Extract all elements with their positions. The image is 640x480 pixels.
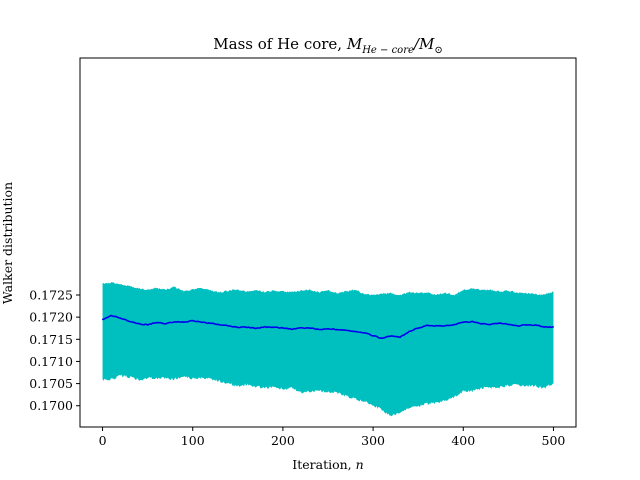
mean-point [426, 324, 428, 326]
walker-range-band [102, 282, 554, 417]
mean-point [435, 325, 437, 327]
mean-point [336, 328, 338, 331]
mean-point [228, 325, 230, 327]
mean-point [444, 325, 446, 327]
mean-point [101, 318, 104, 320]
mean-point [246, 326, 248, 328]
y-tick-label: 0.1720 [29, 310, 73, 325]
mean-point [381, 337, 383, 340]
mean-point [165, 323, 167, 325]
y-tick-label: 0.1715 [29, 332, 73, 347]
mean-point [147, 324, 149, 326]
axes-frame [79, 57, 577, 428]
x-axis: 0 100 200 300 400 500 [99, 427, 566, 448]
x-tick-label: 500 [542, 433, 566, 448]
mean-point [156, 321, 158, 324]
y-axis: 0.1700 0.1705 0.1710 0.1715 0.1720 0.1725 [29, 287, 80, 413]
mean-point [552, 326, 555, 328]
mean-point [119, 317, 122, 319]
y-tick-label: 0.1725 [29, 287, 73, 302]
mean-point [417, 327, 419, 329]
mean-point [354, 330, 356, 332]
mean-point [507, 324, 509, 326]
mean-point [534, 324, 537, 326]
mean-point [219, 324, 221, 326]
mean-point [543, 326, 546, 328]
mean-point [273, 326, 275, 328]
mean-point [129, 320, 131, 323]
mean-point [237, 326, 239, 328]
mean-point [300, 327, 302, 329]
y-tick-label: 0.1710 [29, 354, 73, 369]
mean-point [309, 327, 311, 329]
x-tick-label: 100 [181, 433, 205, 448]
mean-point [516, 325, 518, 327]
x-tick-label: 200 [271, 433, 295, 448]
mean-point [201, 321, 203, 324]
mean-point [390, 335, 392, 337]
mean-point [453, 324, 455, 326]
y-axis-label: Walker distribution [0, 182, 15, 304]
mean-point [498, 322, 500, 324]
mean-point [372, 335, 374, 337]
x-tick-label: 0 [99, 433, 107, 448]
x-axis-label: Iteration, n [292, 457, 363, 472]
mean-point [345, 329, 347, 332]
mean-point [138, 323, 140, 325]
mean-point [489, 324, 491, 326]
plot-area [101, 282, 555, 417]
mean-point [408, 330, 410, 332]
mean-point [480, 323, 482, 325]
mean-point [399, 336, 401, 338]
y-tick-label: 0.1700 [29, 398, 73, 413]
y-tick-label: 0.1705 [29, 376, 73, 391]
mean-point [282, 327, 284, 329]
mean-point [363, 332, 365, 334]
mean-point [525, 324, 528, 326]
mean-point [264, 326, 266, 328]
mean-point [255, 327, 257, 329]
mean-point [291, 328, 293, 330]
mean-point [471, 320, 473, 323]
mean-point [210, 322, 212, 324]
mean-point [183, 321, 185, 324]
mean-point [110, 315, 113, 317]
x-tick-label: 300 [361, 433, 385, 448]
mean-point [174, 320, 176, 323]
mean-point [462, 321, 464, 324]
chart-title: Mass of He core, MHe − core/M⊙ [213, 35, 442, 56]
mean-point [192, 320, 194, 322]
x-tick-label: 400 [451, 433, 475, 448]
mean-point [327, 328, 329, 330]
mean-point [318, 328, 320, 331]
